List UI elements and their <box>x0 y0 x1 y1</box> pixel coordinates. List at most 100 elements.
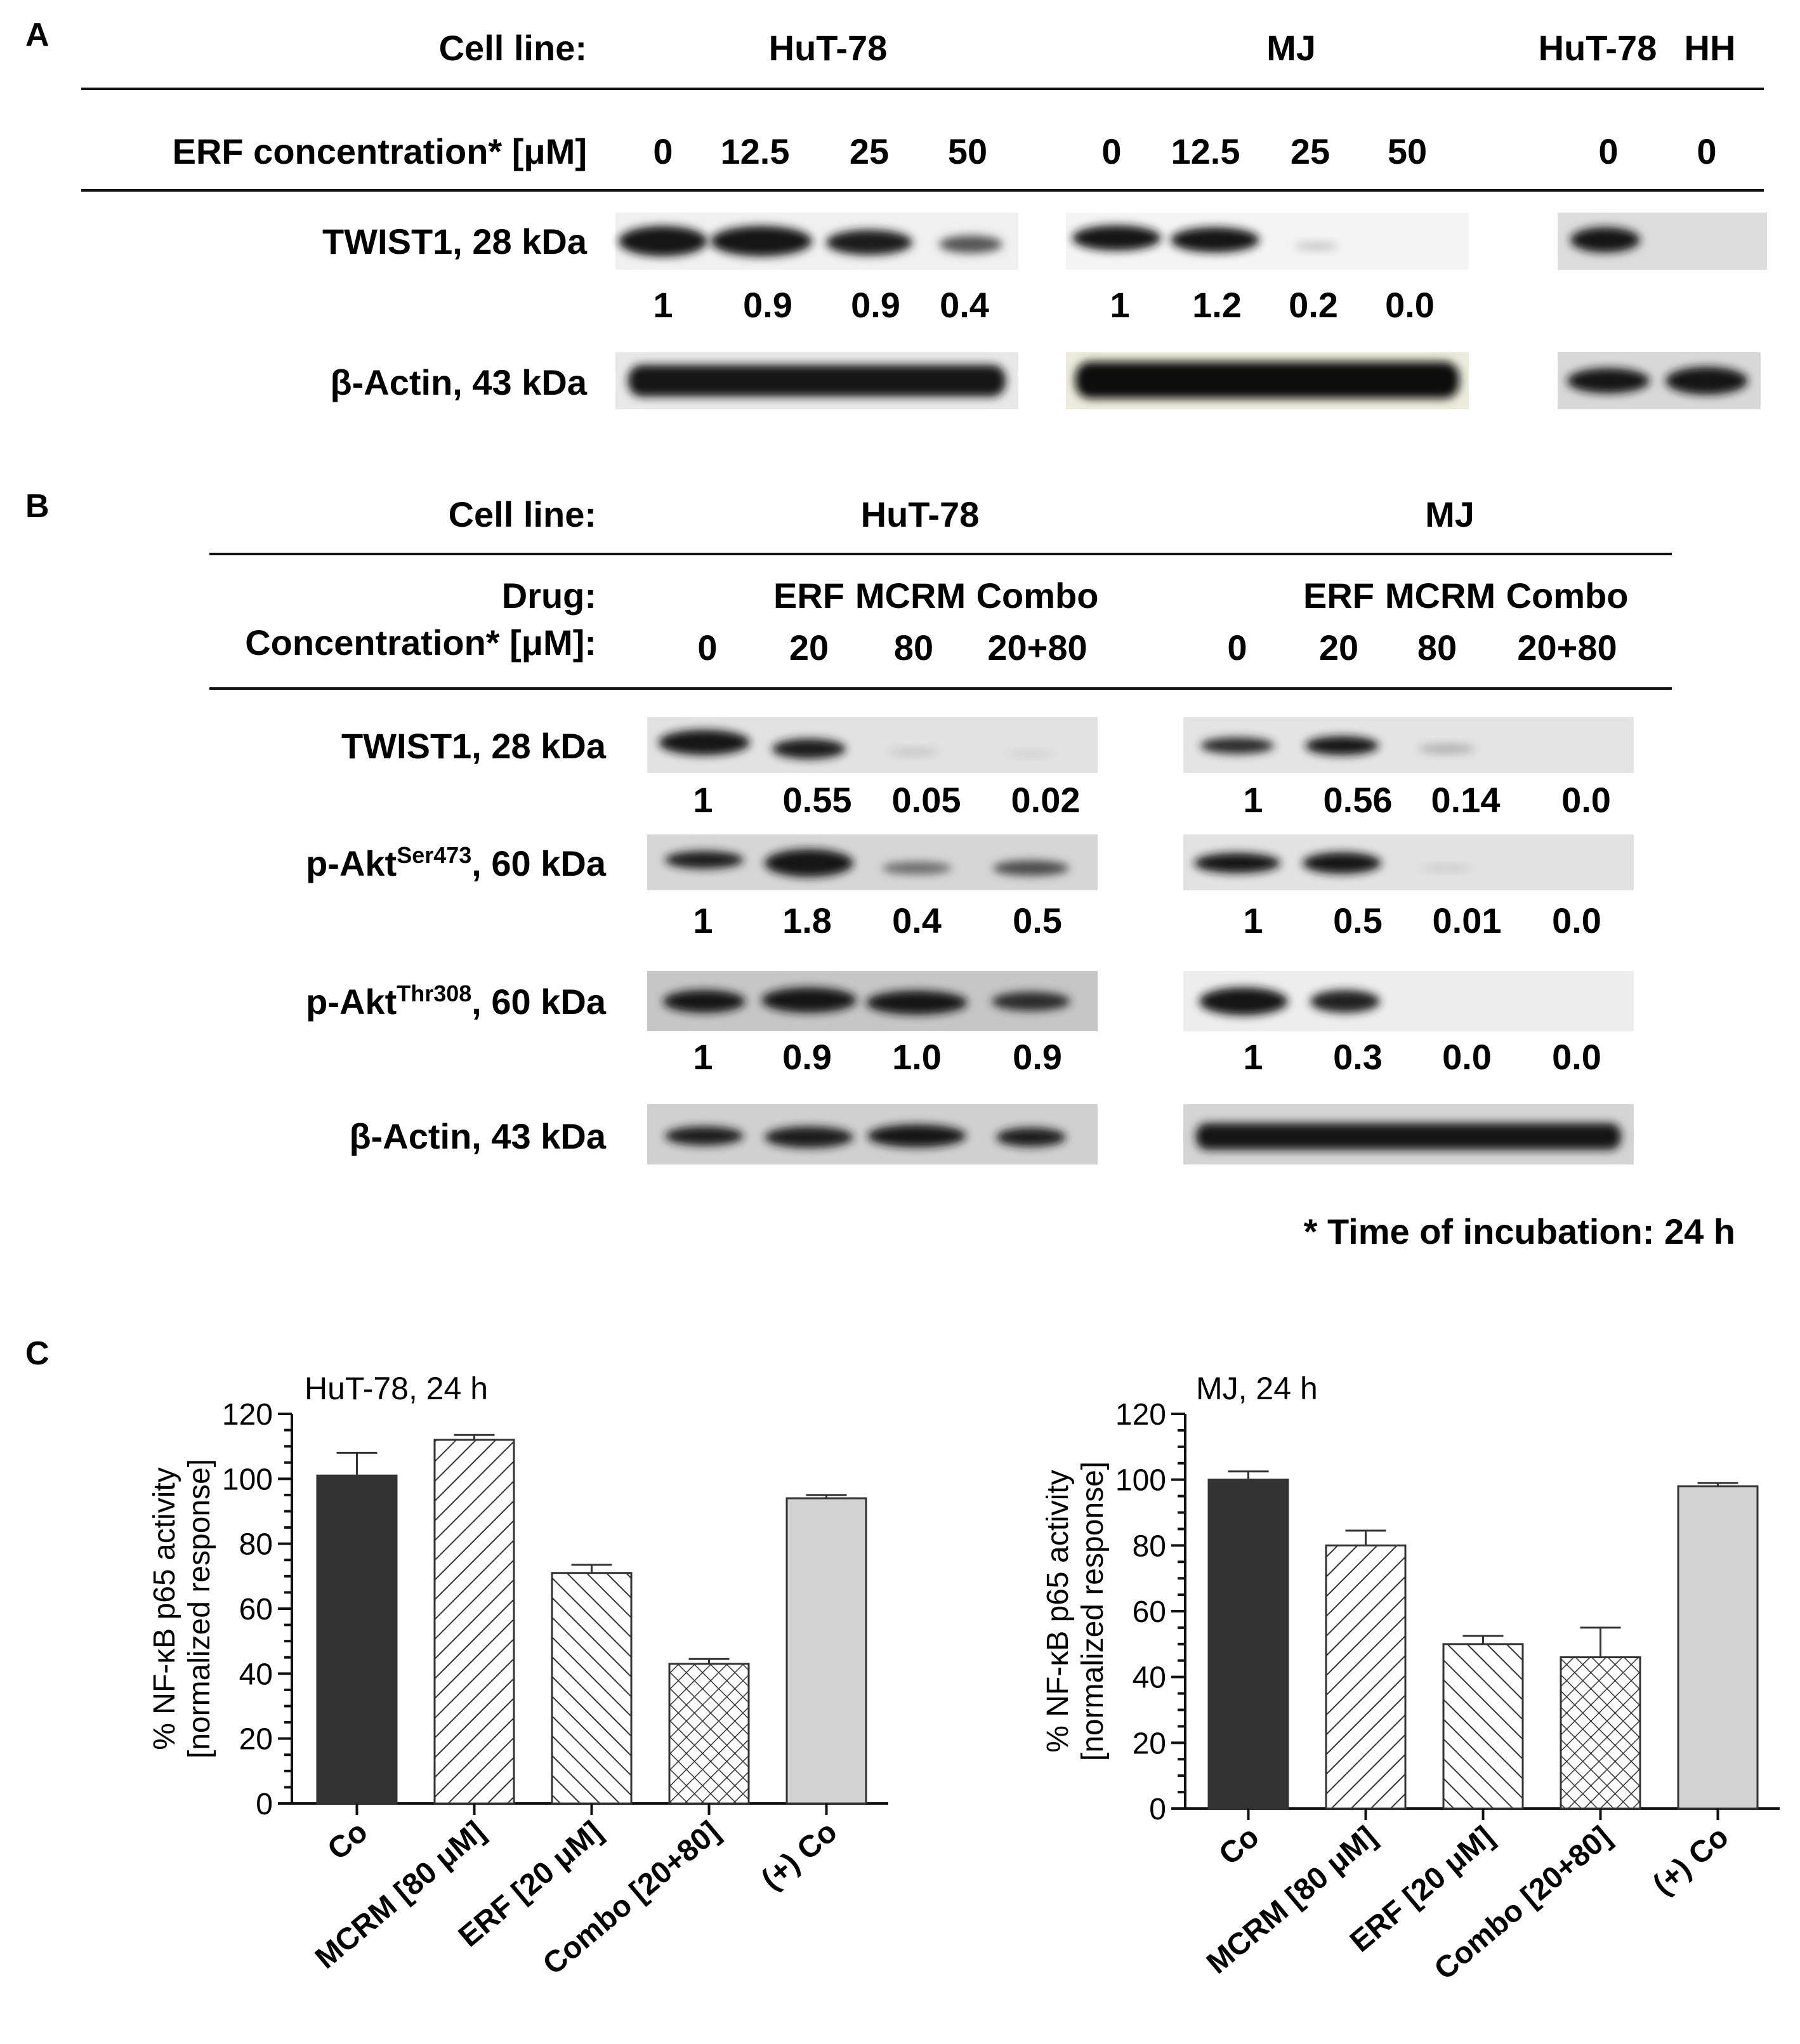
panel-a: A Cell line: HuT-78 MJ HuT-78 HH ERF con… <box>25 16 1767 409</box>
y-axis-label: % NF-κB p65 activity <box>1041 1470 1075 1752</box>
y-tick-label: 100 <box>1115 1464 1166 1498</box>
panel-b-conc-label: Concentration* [μM]: <box>245 623 596 663</box>
drug-name: Combo <box>1506 576 1629 616</box>
x-tick-label: (+) Co <box>1646 1820 1735 1902</box>
conc-value: 20 <box>789 628 829 668</box>
bar <box>551 1572 633 1805</box>
conc-value: 12.5 <box>721 131 790 171</box>
quant-value: 1.8 <box>782 900 832 940</box>
y-tick-label: 120 <box>222 1398 273 1432</box>
conc-value: 50 <box>1388 131 1427 171</box>
panel-b-conc-row-mj: 0 20 80 20+80 <box>1227 628 1617 668</box>
panel-b: B Cell line: HuT-78 MJ Drug: Concentrati… <box>25 488 1735 1251</box>
conc-value: 20+80 <box>1517 628 1617 668</box>
quant-value: 0.56 <box>1324 780 1393 820</box>
quant-value: 1 <box>693 1037 713 1077</box>
bar <box>785 1497 867 1805</box>
y-tick-label: 80 <box>239 1528 273 1562</box>
quant-value: 0.0 <box>1552 900 1601 940</box>
label-tail: , 60 kDa <box>471 982 607 1022</box>
conc-value: 50 <box>948 131 987 171</box>
y-tick-label: 60 <box>239 1593 273 1626</box>
quant-value: 1 <box>1243 780 1263 820</box>
quant-value: 1 <box>1110 285 1129 325</box>
drug-name: ERF <box>773 576 844 616</box>
label-superscript: Ser473 <box>397 842 471 868</box>
conc-value: 12.5 <box>1171 131 1240 171</box>
panel-c-label: C <box>25 1335 49 1372</box>
quant-value: 0.9 <box>743 285 792 325</box>
quant-value: 0.14 <box>1431 780 1501 820</box>
quant-value: 0.0 <box>1561 780 1611 820</box>
chart-title: HuT-78, 24 h <box>305 1371 488 1406</box>
bar <box>1560 1656 1641 1810</box>
quant-value: 0.9 <box>1013 1037 1062 1077</box>
y-tick-label: 60 <box>1133 1595 1166 1629</box>
panel-a-actin-label: β-Actin, 43 kDa <box>330 362 587 402</box>
drug-name: Combo <box>976 576 1099 616</box>
panel-b-twist-quant: 1 0.55 0.05 0.02 1 0.56 0.14 0.0 <box>693 780 1611 820</box>
chart-hut78: HuT-78, 24 h % NF-κB p65 activity [normali… <box>148 1371 888 1981</box>
quant-value: 0.5 <box>1013 900 1062 940</box>
y-tick-label: 0 <box>1149 1793 1166 1826</box>
quant-value: 0.4 <box>940 285 989 325</box>
panel-b-drug-label: Drug: <box>502 576 596 616</box>
blot-a-actin-mj <box>1066 352 1469 409</box>
conc-value: 25 <box>850 131 889 171</box>
conc-value: 25 <box>1291 131 1330 171</box>
y-axis-label: [normalized response] <box>1076 1461 1110 1761</box>
quant-value: 1 <box>653 285 673 325</box>
y-tick-label: 80 <box>1133 1529 1166 1563</box>
quant-value: 0.55 <box>783 780 852 820</box>
quant-value: 0.02 <box>1011 780 1081 820</box>
label-tail: , 60 kDa <box>471 843 607 883</box>
quant-value: 1 <box>693 780 713 820</box>
panel-a-cell-line-mj: MJ <box>1266 28 1316 68</box>
panel-b-actin-label: β-Actin, 43 kDa <box>349 1116 606 1156</box>
conc-value: 0 <box>1101 131 1121 171</box>
bar <box>1442 1643 1524 1810</box>
panel-b-drug-row-mj: ERF MCRM Combo <box>1303 576 1628 616</box>
panel-b-footnote: * Time of incubation: 24 h <box>1304 1211 1735 1251</box>
panel-b-cell-line-mj: MJ <box>1425 494 1475 534</box>
panel-a-conc-row: 0 12.5 25 50 0 12.5 25 50 0 0 <box>653 131 1716 171</box>
blot-b-pakt473-mj <box>1183 834 1634 890</box>
blot-a-actin-hut78 <box>615 352 1018 409</box>
conc-value: 0 <box>697 628 717 668</box>
bar <box>668 1663 750 1805</box>
conc-value: 0 <box>1598 131 1618 171</box>
quant-value: 0.2 <box>1289 285 1338 325</box>
blot-a-twist-hut78 <box>615 213 1018 270</box>
panel-a-twist-quant: 1 0.9 0.9 0.4 1 1.2 0.2 0.0 <box>653 285 1435 325</box>
panel-a-cell-line-hut78-ctrl: HuT-78 <box>1539 28 1657 68</box>
panel-a-cell-line-label: Cell line: <box>439 28 587 68</box>
panel-b-label: B <box>25 488 49 525</box>
quant-value: 0.05 <box>892 780 961 820</box>
y-axis-label: % NF-κB p65 activity <box>148 1467 181 1750</box>
bar <box>316 1474 398 1805</box>
blot-a-actin-ctrl <box>1558 352 1761 409</box>
blot-b-actin-mj <box>1183 1104 1634 1164</box>
blot-a-twist-mj <box>1066 213 1469 270</box>
quant-value: 0.5 <box>1333 900 1383 940</box>
panel-b-cell-line-label: Cell line: <box>449 494 596 534</box>
label-main: p-Akt <box>306 843 397 883</box>
blot-b-pakt308-hut78 <box>647 971 1098 1031</box>
panel-b-drug-row-hut78: ERF MCRM Combo <box>773 576 1098 616</box>
quant-value: 1 <box>1243 900 1263 940</box>
quant-value: 0.0 <box>1442 1037 1492 1077</box>
conc-value: 20+80 <box>987 628 1087 668</box>
blot-b-twist-mj <box>1183 717 1634 773</box>
quant-value: 1.0 <box>892 1037 942 1077</box>
bar <box>433 1439 515 1805</box>
panel-a-cell-line-hut78: HuT-78 <box>769 28 888 68</box>
y-tick-label: 20 <box>1133 1727 1166 1760</box>
panel-b-pakt473-label: p-AktSer473, 60 kDa <box>306 842 607 883</box>
quant-value: 0.9 <box>851 285 900 325</box>
conc-value: 80 <box>894 628 933 668</box>
panel-b-cell-line-hut78: HuT-78 <box>861 494 980 534</box>
conc-value: 0 <box>653 131 673 171</box>
panel-a-label: A <box>25 16 49 53</box>
panel-b-conc-row-hut78: 0 20 80 20+80 <box>697 628 1087 668</box>
